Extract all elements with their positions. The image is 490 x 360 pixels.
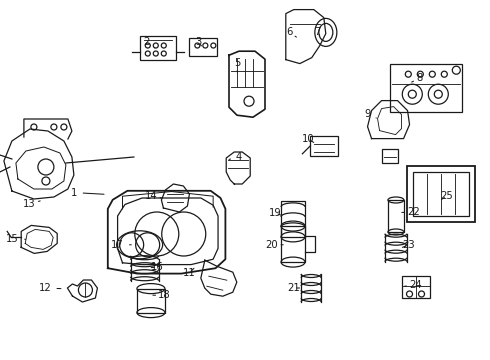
Bar [413, 172, 469, 216]
Text: 9: 9 [364, 109, 376, 120]
Text: 2: 2 [143, 37, 155, 48]
Text: 25: 25 [441, 191, 453, 201]
Text: 21: 21 [288, 283, 300, 293]
Bar [137, 289, 165, 312]
Bar [388, 200, 404, 232]
Text: 5: 5 [234, 58, 241, 72]
Text: 6: 6 [286, 27, 296, 37]
Bar [401, 276, 430, 298]
Text: 12: 12 [39, 283, 61, 293]
Text: 8: 8 [412, 73, 422, 84]
Text: 1: 1 [71, 188, 104, 198]
Text: 18: 18 [153, 290, 171, 300]
Text: 14: 14 [145, 191, 162, 201]
Text: 13: 13 [23, 199, 40, 210]
Bar [310, 136, 339, 156]
Bar [382, 149, 397, 163]
Text: 10: 10 [301, 134, 314, 144]
Text: 7: 7 [314, 27, 321, 37]
Text: 3: 3 [196, 37, 201, 48]
Bar [189, 37, 218, 55]
Text: 23: 23 [402, 240, 415, 250]
Text: 16: 16 [150, 262, 163, 272]
Text: 4: 4 [229, 152, 242, 162]
Bar [281, 226, 305, 262]
Text: 15: 15 [6, 234, 25, 244]
Text: 20: 20 [266, 240, 283, 250]
Text: 22: 22 [402, 207, 420, 217]
Bar [407, 166, 475, 222]
Bar [140, 36, 176, 59]
Bar [391, 64, 462, 112]
Text: 11: 11 [183, 268, 196, 278]
Text: 19: 19 [269, 208, 282, 218]
Text: 17: 17 [111, 240, 131, 250]
Bar [281, 201, 305, 237]
Text: 24: 24 [405, 280, 422, 290]
